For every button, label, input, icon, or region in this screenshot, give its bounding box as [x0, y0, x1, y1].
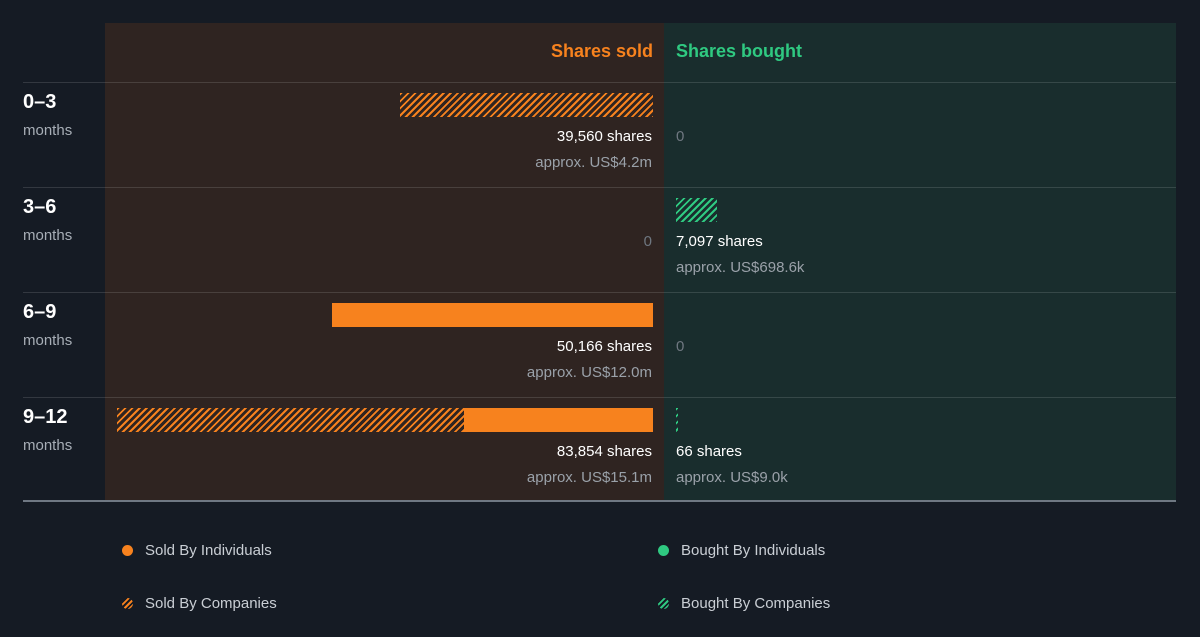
bought-shares-value: 7,097 shares	[676, 233, 763, 250]
bought-bar-area	[676, 93, 1164, 117]
legend-label: Bought By Companies	[681, 595, 831, 612]
sold-shares-value: 83,854 shares	[556, 443, 652, 460]
sold-individuals-bar[interactable]	[464, 408, 653, 432]
green-dot-icon	[658, 545, 669, 556]
row-divider	[23, 397, 1176, 398]
bought-zero-value: 0	[676, 338, 685, 355]
shares-sold-header: Shares sold	[550, 41, 653, 61]
bought-bar-area	[676, 303, 1164, 327]
legend-label: Sold By Individuals	[145, 542, 272, 559]
orange-dot-icon	[122, 545, 133, 556]
sold-bar-area	[117, 198, 653, 222]
bought-bar-area	[676, 198, 1164, 222]
sold-companies-bar[interactable]	[400, 93, 653, 117]
row-divider	[23, 292, 1176, 293]
shares-bought-panel	[664, 23, 1176, 501]
shares-bought-header: Shares bought	[676, 41, 803, 61]
period-range: 9–12	[23, 406, 68, 428]
chart-baseline	[23, 500, 1176, 502]
legend-sold-companies[interactable]: Sold By Companies	[122, 595, 277, 613]
sold-zero-value: 0	[643, 233, 652, 250]
sold-shares-value: 39,560 shares	[556, 128, 652, 145]
sold-approx-value: approx. US$15.1m	[526, 469, 652, 486]
orange-hatched-icon	[122, 598, 133, 609]
sold-bar-area	[117, 408, 653, 432]
bought-zero-value: 0	[676, 128, 685, 145]
bought-shares-value: 66 shares	[676, 443, 742, 460]
period-unit: months	[23, 332, 73, 349]
bought-companies-bar[interactable]	[676, 408, 678, 432]
legend-label: Sold By Companies	[145, 595, 277, 612]
sold-approx-value: approx. US$12.0m	[526, 364, 652, 381]
legend-label: Bought By Individuals	[681, 542, 826, 559]
period-range: 0–3	[23, 91, 57, 113]
sold-approx-value: approx. US$4.2m	[535, 154, 652, 171]
sold-individuals-bar[interactable]	[332, 303, 653, 327]
period-label: 3–6 months	[23, 195, 72, 245]
period-unit: months	[23, 437, 73, 454]
period-unit: months	[23, 227, 73, 244]
sold-bar-area	[117, 93, 653, 117]
period-label: 6–9 months	[23, 300, 72, 350]
legend-bought-companies[interactable]: Bought By Companies	[658, 595, 830, 613]
row-divider	[23, 82, 1176, 83]
bought-bar-area	[676, 408, 1164, 432]
bought-companies-bar[interactable]	[676, 198, 718, 222]
legend-bought-individuals[interactable]: Bought By Individuals	[658, 542, 825, 560]
bought-approx-value: approx. US$9.0k	[676, 469, 788, 486]
period-unit: months	[23, 122, 73, 139]
sold-companies-bar[interactable]	[117, 408, 465, 432]
period-label: 0–3 months	[23, 90, 72, 140]
sold-bar-area	[117, 303, 653, 327]
bought-approx-value: approx. US$698.6k	[676, 259, 805, 276]
period-range: 6–9	[23, 301, 57, 323]
sold-shares-value: 50,166 shares	[556, 338, 652, 355]
green-hatched-icon	[658, 598, 669, 609]
period-label: 9–12 months	[23, 405, 72, 455]
legend-sold-individuals[interactable]: Sold By Individuals	[122, 542, 272, 560]
row-divider	[23, 187, 1176, 188]
period-range: 3–6	[23, 196, 57, 218]
